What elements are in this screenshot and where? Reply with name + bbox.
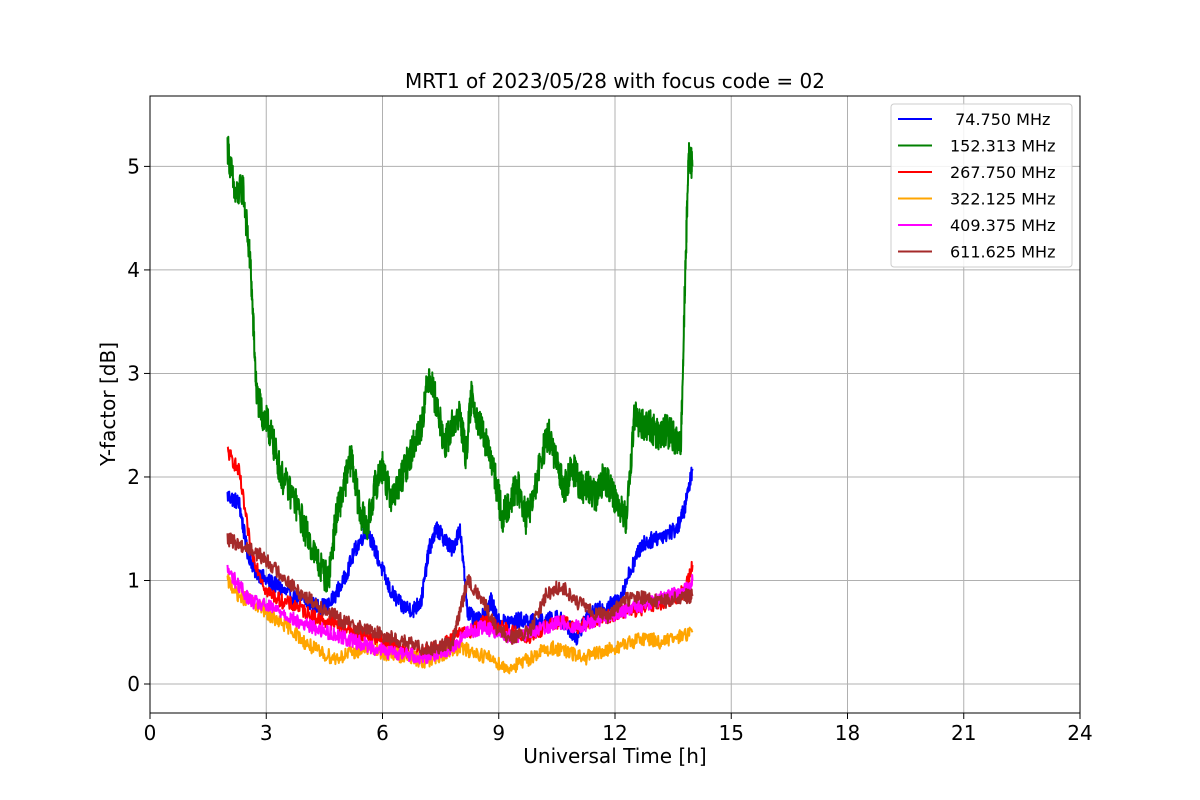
legend-label: 322.125 MHz xyxy=(950,190,1055,209)
x-tick-label: 3 xyxy=(260,721,273,745)
x-tick-label: 18 xyxy=(835,721,860,745)
legend-label: 409.375 MHz xyxy=(950,216,1055,235)
y-tick-label: 0 xyxy=(127,672,140,696)
y-tick-label: 4 xyxy=(127,258,140,282)
y-tick-label: 5 xyxy=(127,154,140,178)
legend-label: 267.750 MHz xyxy=(950,163,1055,182)
x-tick-label: 9 xyxy=(492,721,505,745)
x-axis-label: Universal Time [h] xyxy=(523,744,706,768)
y-tick-label: 3 xyxy=(127,361,140,385)
y-axis-label: Y-factor [dB] xyxy=(96,342,120,467)
legend-label: 74.750 MHz xyxy=(950,110,1050,129)
x-tick-label: 24 xyxy=(1067,721,1092,745)
legend: 74.750 MHz 152.313 MHz 267.750 MHz 322.125 … xyxy=(891,104,1072,267)
legend-label: 152.313 MHz xyxy=(950,137,1055,156)
x-tick-label: 6 xyxy=(376,721,389,745)
y-tick-label: 1 xyxy=(127,568,140,592)
x-tick-label: 21 xyxy=(951,721,976,745)
y-tick-label: 2 xyxy=(127,465,140,489)
chart-title: MRT1 of 2023/05/28 with focus code = 02 xyxy=(405,69,825,93)
x-tick-label: 15 xyxy=(719,721,744,745)
x-tick-label: 0 xyxy=(144,721,157,745)
legend-label: 611.625 MHz xyxy=(950,243,1055,262)
x-tick-label: 12 xyxy=(602,721,627,745)
